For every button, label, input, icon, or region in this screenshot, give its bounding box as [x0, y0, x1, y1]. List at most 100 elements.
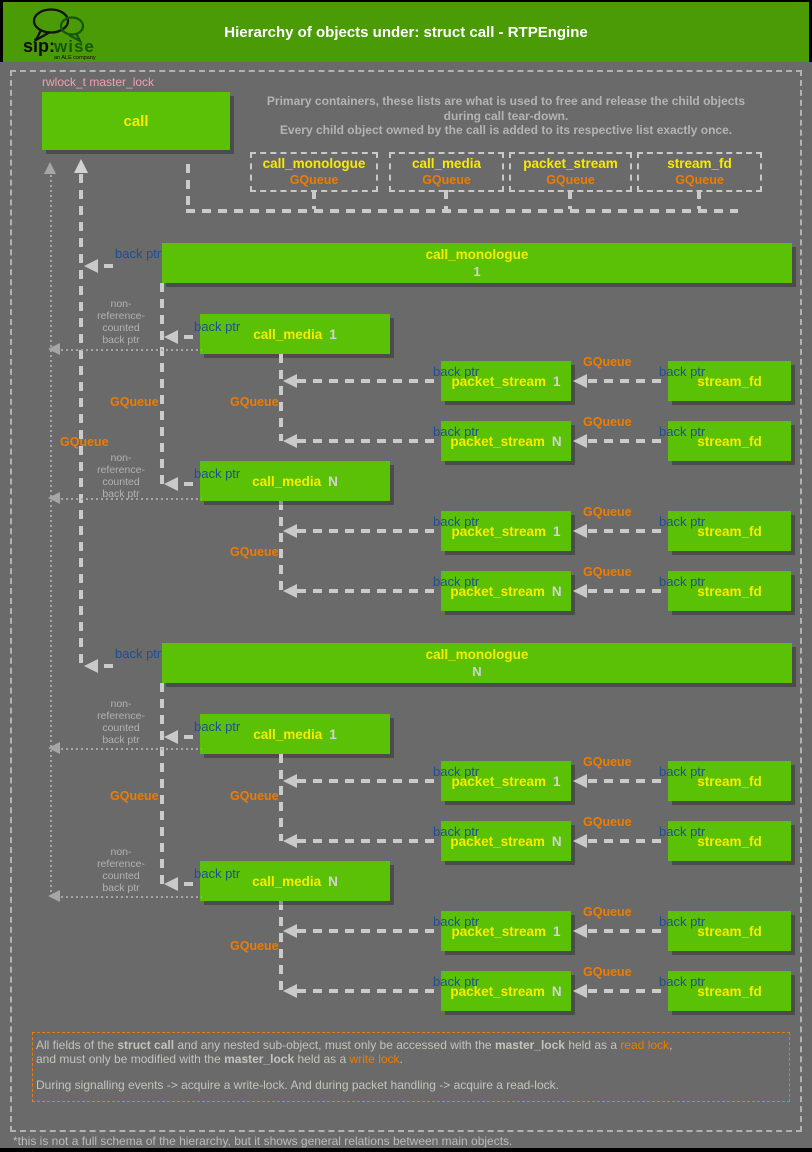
label-line: non-	[110, 698, 132, 710]
node-number: 1	[553, 773, 561, 789]
intro-line-2: during call tear-down.	[443, 108, 569, 123]
queue-type: GQueue	[546, 173, 595, 187]
dashed-line	[297, 529, 441, 533]
queue-box-call-media: call_media GQueue	[389, 152, 504, 192]
logo-bubble-large-tail	[33, 29, 51, 43]
node-packet-stream-n: packet_stream N	[441, 571, 571, 611]
dashed-line	[184, 735, 196, 739]
back-ptr-label: back ptr	[659, 364, 706, 379]
dotted-line	[56, 349, 202, 351]
node-title: packet_stream	[451, 773, 547, 789]
rule-text: struct call	[117, 1038, 175, 1052]
node-title: stream_fd	[697, 373, 762, 389]
non-ref-back-ptr-label: non- reference- counted back ptr	[86, 698, 156, 746]
rule-text: read lock	[620, 1038, 670, 1052]
node-number: N	[472, 664, 482, 679]
intro-line-3: Every child object owned by the call is …	[279, 123, 733, 137]
node-packet-stream-1: packet_stream 1	[441, 361, 571, 401]
gqueue-label: GQueue	[583, 415, 632, 429]
dashed-line	[279, 354, 283, 441]
dashed-line	[279, 501, 283, 591]
back-ptr-label: back ptr	[433, 764, 480, 779]
node-packet-stream-n: packet_stream N	[441, 421, 571, 461]
node-title: call	[123, 112, 149, 130]
diagram-canvas: rwlock_t master_lock call Primary contai…	[0, 62, 812, 1148]
queue-title: call_media	[411, 156, 482, 171]
node-packet-stream-n: packet_stream N	[441, 971, 571, 1011]
label-line: non-	[110, 452, 132, 464]
dashed-line	[588, 779, 668, 783]
dashed-line	[160, 683, 164, 885]
node-call-media-n: call_media N	[200, 461, 390, 501]
arrow-left	[48, 890, 60, 902]
queue-box-packet-stream: packet_stream GQueue	[509, 152, 632, 192]
back-ptr-label: back ptr	[659, 824, 706, 839]
arrow-left	[283, 584, 297, 598]
dashed-line	[104, 664, 118, 668]
gqueue-label: GQueue	[583, 505, 632, 519]
dashed-line	[184, 482, 196, 486]
arrow-left	[164, 330, 178, 344]
back-ptr-label: back ptr	[194, 719, 241, 734]
back-ptr-label: back ptr	[659, 914, 706, 929]
back-ptr-label: back ptr	[433, 914, 480, 929]
queue-box-call-monologue: call_monologue GQueue	[250, 152, 378, 192]
node-title: call_monologue	[425, 247, 529, 262]
rule-line-1: All fields of the struct call and any ne…	[36, 1038, 783, 1053]
label-line: non-	[110, 298, 132, 310]
logo-bubble-large	[32, 8, 70, 34]
node-number: 1	[329, 326, 337, 342]
locking-rules-box: All fields of the struct call and any ne…	[32, 1032, 790, 1102]
queue-title: call_monologue	[262, 156, 366, 171]
dashed-line	[444, 190, 448, 209]
node-stream-fd: stream_fd	[668, 911, 791, 951]
node-packet-stream-1: packet_stream 1	[441, 511, 571, 551]
back-ptr-label: back ptr	[433, 824, 480, 839]
label-line: reference-	[97, 310, 145, 322]
label-line: reference-	[97, 464, 145, 476]
gqueue-label: GQueue	[110, 789, 159, 803]
node-title: packet_stream	[451, 523, 547, 539]
non-ref-back-ptr-label: non- reference- counted back ptr	[86, 298, 156, 346]
back-ptr-label: back ptr	[433, 424, 480, 439]
back-ptr-label: back ptr	[433, 974, 480, 989]
logo-tagline: an ALE company	[54, 55, 96, 61]
queue-box-stream-fd: stream_fd GQueue	[637, 152, 762, 192]
node-stream-fd: stream_fd	[668, 761, 791, 801]
dashed-line	[697, 190, 701, 209]
queue-type: GQueue	[675, 173, 724, 187]
dashed-line	[312, 190, 316, 209]
dashed-line	[588, 839, 668, 843]
arrow-left	[573, 924, 587, 938]
dashed-line	[184, 882, 196, 886]
node-number: N	[551, 583, 562, 599]
node-title: packet_stream	[450, 983, 545, 999]
sipwise-logo: sip: wise an ALE company	[23, 8, 96, 61]
dashed-line	[104, 264, 118, 268]
node-title: stream_fd	[697, 983, 762, 999]
logo-bubble-small	[59, 16, 85, 36]
label-line: back ptr	[102, 734, 140, 746]
dashed-line	[297, 439, 441, 443]
header-bar: sip: wise an ALE company Hierarchy of ob…	[3, 2, 809, 62]
dashed-line	[588, 589, 668, 593]
arrow-left	[48, 492, 60, 504]
diagram-border	[10, 70, 802, 1132]
node-number: N	[328, 873, 338, 889]
node-title: packet_stream	[451, 373, 547, 389]
node-title: stream_fd	[697, 433, 762, 449]
queue-type: GQueue	[289, 173, 339, 187]
node-number: 1	[473, 264, 481, 279]
node-number: 1	[553, 373, 561, 389]
dashed-line	[297, 929, 441, 933]
dashed-line	[297, 589, 441, 593]
node-title: stream_fd	[697, 923, 762, 939]
node-packet-stream-1: packet_stream 1	[441, 911, 571, 951]
back-ptr-label: back ptr	[194, 466, 241, 481]
node-title: call_media	[253, 726, 323, 742]
node-stream-fd: stream_fd	[668, 361, 791, 401]
arrow-left	[84, 259, 98, 273]
dashed-line	[568, 190, 572, 209]
arrow-left	[283, 984, 297, 998]
